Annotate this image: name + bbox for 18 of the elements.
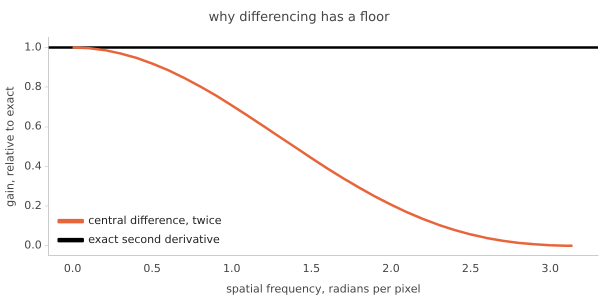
x-axis-title: spatial frequency, radians per pixel: [226, 282, 421, 296]
x-tick-label: 2.5: [462, 262, 480, 276]
y-axis-title: gain, relative to exact: [3, 86, 16, 207]
x-tick-label: 0.0: [64, 262, 82, 276]
y-tick-label: 0.6: [24, 120, 42, 133]
y-tick-label: 0.2: [24, 198, 42, 212]
x-tick-label: 2.0: [382, 262, 400, 276]
legend-label: central difference, twice: [88, 214, 222, 227]
y-tick-label: 0.4: [24, 159, 42, 172]
x-tick-label: 1.0: [223, 262, 241, 276]
y-tick-label: 0.8: [24, 80, 42, 94]
x-tick-label: 1.5: [302, 262, 320, 276]
chart-title: why differencing has a floor: [208, 10, 390, 26]
x-tick-label: 0.5: [143, 262, 161, 276]
y-tick-label: 1.0: [24, 40, 42, 54]
x-tick-label: 3.0: [541, 262, 559, 276]
legend-label: exact second derivative: [88, 232, 220, 246]
y-tick-label: 0.0: [24, 238, 42, 252]
